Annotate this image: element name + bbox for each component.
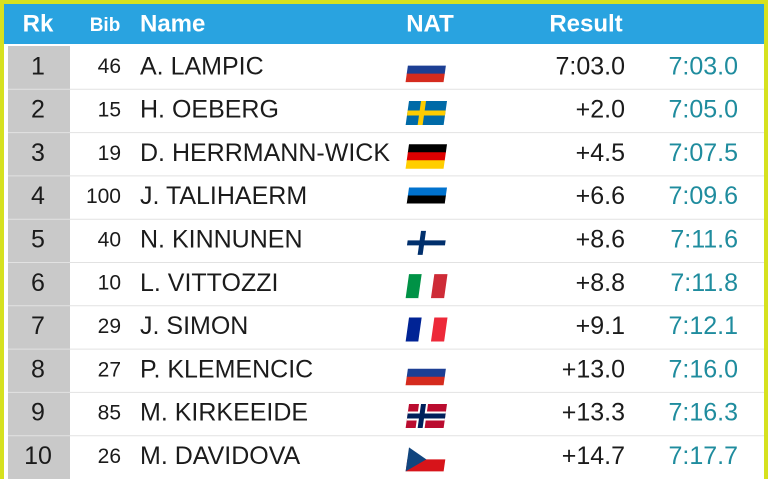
- total-time: 7:05.0: [668, 96, 738, 124]
- rank: 9: [31, 399, 45, 427]
- flag-stripe: [407, 144, 447, 153]
- rank: 4: [31, 182, 45, 210]
- bib: 10: [98, 272, 121, 295]
- rank: 2: [31, 96, 45, 124]
- bib: 46: [98, 55, 121, 78]
- total-time: 7:09.6: [668, 182, 738, 210]
- flag: [405, 404, 447, 429]
- athlete-name: M. DAVIDOVA: [140, 442, 301, 470]
- rank: 8: [31, 355, 45, 383]
- total-time: 7:11.6: [670, 225, 738, 253]
- flag: [405, 230, 447, 255]
- rank: 6: [31, 269, 45, 297]
- flag-cross: [406, 413, 446, 419]
- result: 7:03.0: [555, 52, 625, 80]
- total-time: 7:07.5: [668, 139, 738, 167]
- header-rank: Rk: [23, 10, 54, 37]
- result: +2.0: [576, 96, 625, 124]
- flag-stripe: [405, 376, 445, 386]
- rank: 7: [31, 312, 45, 340]
- flag-stripe: [405, 73, 445, 83]
- total-time: 7:03.0: [668, 52, 738, 80]
- total-time: 7:16.3: [668, 399, 738, 427]
- result: +8.6: [576, 225, 625, 253]
- athlete-name: N. KINNUNEN: [140, 225, 303, 253]
- flag-stripe: [406, 152, 446, 161]
- flag-stripe: [430, 317, 448, 342]
- result: +6.6: [576, 182, 625, 210]
- result: +13.3: [562, 399, 625, 427]
- total-time: 7:17.7: [668, 442, 738, 470]
- athlete-name: L. VITTOZZI: [140, 269, 278, 297]
- bib: 100: [86, 185, 121, 208]
- flag-stripe: [407, 360, 447, 370]
- rank: 10: [24, 442, 52, 470]
- result: +9.1: [576, 312, 625, 340]
- total-time: 7:12.1: [668, 312, 738, 340]
- header-nat: NAT: [406, 10, 454, 37]
- flag-cross: [406, 240, 446, 246]
- flag: [405, 274, 448, 299]
- flag-stripe: [418, 274, 435, 299]
- flag-stripe: [407, 57, 447, 67]
- rank: 1: [31, 52, 45, 80]
- bib: 29: [98, 315, 121, 338]
- header-result: Result: [549, 10, 622, 37]
- flag-stripe: [405, 203, 445, 213]
- athlete-name: P. KLEMENCIC: [140, 355, 313, 383]
- flag-stripe: [406, 65, 446, 75]
- bib: 85: [98, 402, 121, 425]
- flag: [405, 360, 447, 386]
- flag-stripe: [405, 274, 423, 299]
- total-time: 7:16.0: [668, 355, 738, 383]
- rank: 5: [31, 225, 45, 253]
- bib: 15: [98, 98, 121, 121]
- header-bar: [4, 4, 764, 44]
- flag: [405, 187, 447, 213]
- athlete-name: J. SIMON: [140, 312, 248, 340]
- bib: 26: [98, 445, 121, 468]
- athlete-name: D. HERRMANN-WICK: [140, 139, 390, 167]
- flag-stripe: [430, 274, 448, 299]
- athlete-name: H. OEBERG: [140, 96, 279, 124]
- flag-cross: [406, 110, 446, 116]
- flag-stripe: [406, 195, 446, 205]
- flag: [405, 447, 447, 472]
- flag: [405, 57, 447, 83]
- board-background: [4, 4, 764, 479]
- bib: 40: [98, 228, 121, 251]
- athlete-name: M. KIRKEEIDE: [140, 399, 308, 427]
- flag-stripe: [406, 368, 446, 378]
- result: +13.0: [562, 355, 625, 383]
- athlete-name: A. LAMPIC: [140, 52, 264, 80]
- total-time: 7:11.8: [670, 269, 738, 297]
- header-bib: Bib: [90, 15, 121, 36]
- flag-stripe: [405, 317, 423, 342]
- result: +4.5: [576, 139, 625, 167]
- header-name: Name: [140, 10, 205, 37]
- flag-stripe: [418, 317, 435, 342]
- flag-stripe: [407, 187, 447, 197]
- result: +8.8: [576, 269, 625, 297]
- athlete-name: J. TALIHAERM: [140, 182, 307, 210]
- flag: [405, 100, 447, 125]
- flag-stripe: [405, 160, 445, 169]
- rank: 3: [31, 139, 45, 167]
- flag: [405, 144, 447, 169]
- bib: 19: [98, 142, 121, 165]
- result: +14.7: [562, 442, 625, 470]
- bib: 27: [98, 358, 121, 381]
- flag-triangle: [405, 447, 427, 472]
- flag: [405, 317, 448, 342]
